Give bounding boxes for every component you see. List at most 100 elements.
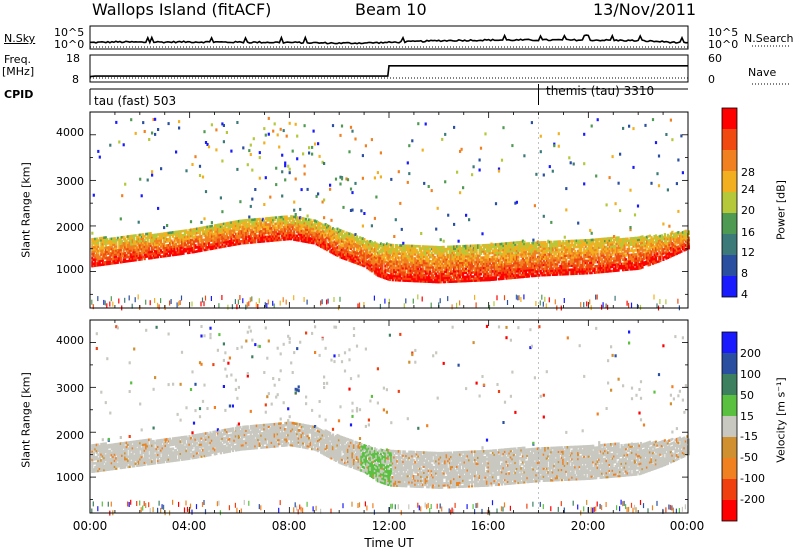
scatter-cell xyxy=(448,253,451,257)
scatter-cell xyxy=(302,217,305,221)
scatter-cell xyxy=(517,255,520,259)
scatter-cell xyxy=(517,245,520,248)
scatter-cell xyxy=(101,257,104,260)
scatter-cell xyxy=(548,267,551,270)
scatter-cell xyxy=(373,247,376,250)
scatter-cell xyxy=(417,271,420,275)
scatter-cell xyxy=(201,242,205,246)
scatter-cell xyxy=(421,148,424,152)
scatter-cell xyxy=(529,254,532,257)
scatter-cell xyxy=(314,233,317,237)
scatter-cell xyxy=(378,250,381,253)
scatter-cell xyxy=(485,260,489,263)
scatter-cell xyxy=(463,259,466,262)
scatter-cell xyxy=(201,230,205,234)
scatter-cell xyxy=(249,237,252,240)
scatter-cell xyxy=(530,244,533,247)
scatter-cell xyxy=(143,243,146,246)
scatter-cell xyxy=(308,151,311,155)
scatter-cell xyxy=(557,244,560,247)
scatter-cell xyxy=(124,243,127,247)
scatter-cell xyxy=(355,249,359,253)
scatter-cell xyxy=(317,142,320,146)
scatter-cell xyxy=(587,247,590,250)
scatter-cell xyxy=(326,223,329,227)
scatter-cell xyxy=(409,271,412,274)
scatter-cell xyxy=(276,224,279,227)
scatter-cell xyxy=(134,258,137,262)
scatter-cell xyxy=(152,244,155,247)
scatter-cell xyxy=(412,248,415,252)
scatter-cell xyxy=(142,243,145,246)
scatter-cell xyxy=(557,256,560,260)
scatter-cell xyxy=(551,271,554,274)
scatter-cell xyxy=(219,225,222,228)
scatter-cell xyxy=(167,254,170,257)
scatter-cell xyxy=(266,229,269,232)
scatter-cell xyxy=(481,276,484,280)
scatter-cell xyxy=(490,251,493,255)
scatter-cell xyxy=(261,225,264,229)
scatter-cell xyxy=(566,262,569,266)
scatter-cell xyxy=(119,258,122,262)
scatter-cell xyxy=(536,261,539,265)
scatter-cell xyxy=(584,261,587,265)
scatter-cell xyxy=(264,176,267,180)
scatter-cell xyxy=(379,262,382,266)
scatter-cell xyxy=(457,280,460,283)
scatter-cell xyxy=(451,245,454,248)
scatter-cell xyxy=(173,251,176,254)
scatter-cell xyxy=(438,256,441,259)
scatter-cell xyxy=(125,253,128,257)
scatter-cell xyxy=(433,251,436,255)
scatter-cell xyxy=(397,260,400,264)
scatter-cell xyxy=(468,269,471,272)
scatter-cell xyxy=(125,243,128,247)
scatter-cell xyxy=(402,248,405,251)
scatter-cell xyxy=(234,236,237,240)
scatter-cell xyxy=(285,235,288,239)
scatter-cell xyxy=(442,280,445,284)
scatter-cell xyxy=(559,242,562,245)
scatter-cell xyxy=(95,262,98,265)
scatter-cell xyxy=(417,261,420,264)
scatter-cell xyxy=(481,250,484,253)
scatter-cell xyxy=(315,242,318,246)
scatter-cell xyxy=(544,261,547,265)
scatter-cell xyxy=(198,235,202,238)
scatter-cell xyxy=(248,229,251,232)
scatter-cell xyxy=(221,231,224,234)
scatter-cell xyxy=(496,263,499,267)
scatter-cell xyxy=(279,224,282,227)
scatter-cell xyxy=(110,245,113,249)
scatter-cell xyxy=(390,274,393,278)
scatter-cell xyxy=(219,223,222,226)
scatter-cell xyxy=(408,275,411,278)
scatter-cell xyxy=(417,257,420,260)
scatter-cell xyxy=(556,240,559,243)
scatter-cell xyxy=(207,225,211,228)
scatter-cell xyxy=(563,262,566,266)
scatter-cell xyxy=(318,154,321,158)
scatter-cell xyxy=(387,243,390,246)
scatter-cell xyxy=(466,279,469,283)
scatter-cell xyxy=(311,221,314,224)
scatter-cell xyxy=(242,239,245,243)
scatter-cell xyxy=(299,229,302,232)
scatter-cell xyxy=(494,243,498,246)
scatter-cell xyxy=(291,221,294,225)
scatter-cell xyxy=(137,258,140,261)
scatter-cell xyxy=(445,256,448,259)
scatter-cell xyxy=(485,270,489,274)
scatter-cell xyxy=(388,262,391,265)
scatter-cell xyxy=(327,243,330,246)
scatter-cell xyxy=(260,234,263,237)
scatter-cell xyxy=(571,262,574,265)
scatter-cell xyxy=(329,235,332,239)
scatter-cell xyxy=(163,240,166,244)
scatter-cell xyxy=(524,258,527,262)
scatter-cell xyxy=(482,252,486,255)
scatter-cell xyxy=(201,175,205,179)
scatter-cell xyxy=(583,255,586,259)
scatter-cell xyxy=(553,244,556,248)
